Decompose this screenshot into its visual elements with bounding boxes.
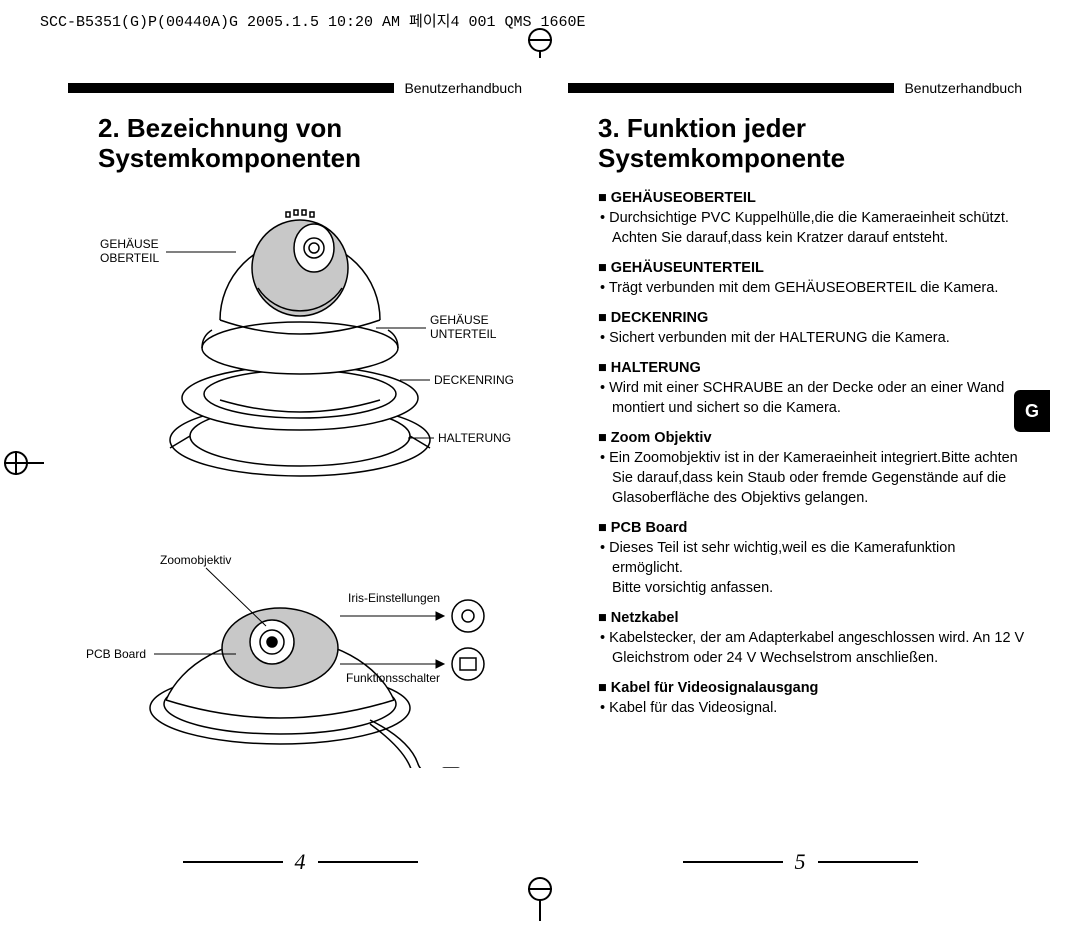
section-heading: HALTERUNG (598, 358, 1026, 378)
section-body: Sichert verbunden mit der HALTERUNG die … (598, 328, 1026, 348)
section-heading: Zoom Objektiv (598, 428, 1026, 448)
crop-mark (28, 462, 44, 464)
title-line-1: 2. Bezeichnung von (98, 113, 342, 143)
section-heading: GEHÄUSEUNTERTEIL (598, 258, 1026, 278)
section-item: GEHÄUSEUNTERTEILTrägt verbunden mit dem … (598, 258, 1026, 298)
section-body: Kabelstecker, der am Adapterkabel angesc… (598, 628, 1026, 668)
section-heading: Netzkabel (598, 608, 1026, 628)
component-diagram: GEHÄUSE OBERTEIL GEHÄUSE UNTERTEIL DECKE… (68, 188, 532, 768)
label-funkt: Funktionsschalter (346, 671, 440, 685)
section-heading: Kabel für Videosignalausgang (598, 678, 1026, 698)
section-item: Zoom ObjektivEin Zoomobjektiv ist in der… (598, 428, 1026, 508)
page-left: Benutzerhandbuch 2. Bezeichnung von Syst… (50, 80, 550, 875)
header-row: Benutzerhandbuch (568, 80, 1032, 96)
page-spread: Benutzerhandbuch 2. Bezeichnung von Syst… (50, 80, 1050, 875)
title-line-2: Systemkomponenten (98, 143, 361, 173)
footer-rule (683, 861, 783, 863)
label-zoom: Zoomobjektiv (160, 553, 231, 567)
side-tab: G (1014, 390, 1050, 432)
section-body: Wird mit einer SCHRAUBE an der Decke ode… (598, 378, 1026, 418)
crop-mark (528, 888, 552, 890)
section-body: Ein Zoomobjektiv ist in der Kameraeinhei… (598, 448, 1026, 508)
section-item: DECKENRINGSichert verbunden mit der HALT… (598, 308, 1026, 348)
header-rule (568, 83, 894, 93)
section-body: Durchsichtige PVC Kuppelhülle,die die Ka… (598, 208, 1026, 248)
section-body: Trägt verbunden mit dem GEHÄUSEOBERTEIL … (598, 278, 1026, 298)
section-item: NetzkabelKabelstecker, der am Adapterkab… (598, 608, 1026, 668)
section-item: GEHÄUSEOBERTEILDurchsichtige PVC Kuppelh… (598, 188, 1026, 248)
label-pcb: PCB Board (86, 647, 146, 661)
footer-rule (318, 861, 418, 863)
page-title: 2. Bezeichnung von Systemkomponenten (68, 114, 532, 174)
section-item: HALTERUNGWird mit einer SCHRAUBE an der … (598, 358, 1026, 418)
crop-mark (528, 39, 552, 41)
section-heading: GEHÄUSEOBERTEIL (598, 188, 1026, 208)
section-body: Kabel für das Videosignal. (598, 698, 1026, 718)
footer-rule (183, 861, 283, 863)
section-heading: PCB Board (598, 518, 1026, 538)
page-title: 3. Funktion jeder Systemkomponente (568, 114, 1032, 174)
section-item: PCB BoardDieses Teil ist sehr wichtig,we… (598, 518, 1026, 598)
section-body: Dieses Teil ist sehr wichtig,weil es die… (598, 538, 1026, 598)
footer-rule (818, 861, 918, 863)
page-footer: 5 (550, 849, 1050, 875)
header-label: Benutzerhandbuch (394, 80, 532, 96)
header-label: Benutzerhandbuch (894, 80, 1032, 96)
page-number: 5 (795, 849, 806, 875)
header-rule (68, 83, 394, 93)
page-footer: 4 (50, 849, 550, 875)
title-line-1: 3. Funktion jeder (598, 113, 806, 143)
section-item: Kabel für VideosignalausgangKabel für da… (598, 678, 1026, 718)
label-gehause-unterteil: GEHÄUSE UNTERTEIL (430, 313, 497, 341)
label-iris: Iris-Einstellungen (348, 591, 440, 605)
label-halterung: HALTERUNG (438, 431, 511, 445)
print-meta-header: SCC-B5351(G)P(00440A)G 2005.1.5 10:20 AM… (40, 10, 585, 31)
label-deckenring: DECKENRING (434, 373, 514, 387)
page-right: Benutzerhandbuch 3. Funktion jeder Syste… (550, 80, 1050, 875)
section-list: GEHÄUSEOBERTEILDurchsichtige PVC Kuppelh… (568, 188, 1032, 718)
crop-mark (4, 462, 28, 464)
section-heading: DECKENRING (598, 308, 1026, 328)
header-row: Benutzerhandbuch (68, 80, 532, 96)
label-gehause-oberteil: GEHÄUSE OBERTEIL (100, 237, 162, 265)
title-line-2: Systemkomponente (598, 143, 845, 173)
page-number: 4 (295, 849, 306, 875)
